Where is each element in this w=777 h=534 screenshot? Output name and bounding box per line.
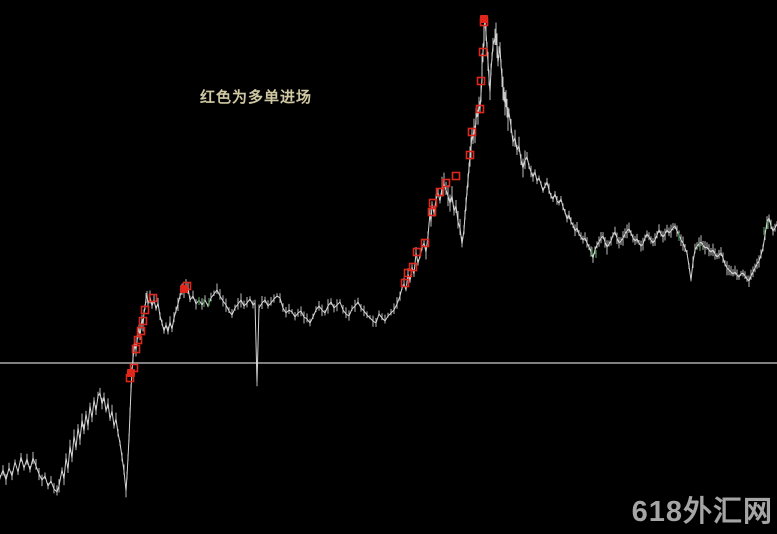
long-entry-marker <box>125 373 135 383</box>
long-entry-marker <box>428 198 438 208</box>
long-entry-marker <box>140 305 150 315</box>
green-ticks <box>198 221 769 307</box>
long-entry-marker <box>476 76 486 86</box>
long-entry-marker <box>182 281 192 291</box>
long-entry-marker <box>129 363 139 373</box>
long-entry-marker <box>403 268 413 278</box>
long-entry-marker <box>478 47 488 57</box>
long-entry-marker <box>435 187 445 197</box>
long-entry-marker <box>138 316 148 326</box>
long-entry-marker <box>451 171 461 181</box>
long-entry-marker <box>408 262 418 272</box>
long-entry-marker <box>412 247 422 257</box>
price-line <box>0 19 777 493</box>
long-entry-marker <box>420 238 430 248</box>
watermark-618waihui: 618外汇网 <box>631 496 773 528</box>
long-entry-marker <box>148 293 158 303</box>
long-entry-marker <box>475 104 485 114</box>
long-entry-marker <box>441 178 451 188</box>
long-entry-marker <box>131 344 141 354</box>
long-entry-marker <box>479 17 489 27</box>
long-entry-marker <box>467 127 477 137</box>
long-entry-marker <box>136 326 146 336</box>
long-entry-marker <box>133 335 143 345</box>
long-entry-marker <box>427 207 437 217</box>
long-entry-marker <box>400 278 410 288</box>
long-entry-marker <box>465 150 475 160</box>
long-entry-annotation: 红色为多单进场 <box>200 88 313 106</box>
